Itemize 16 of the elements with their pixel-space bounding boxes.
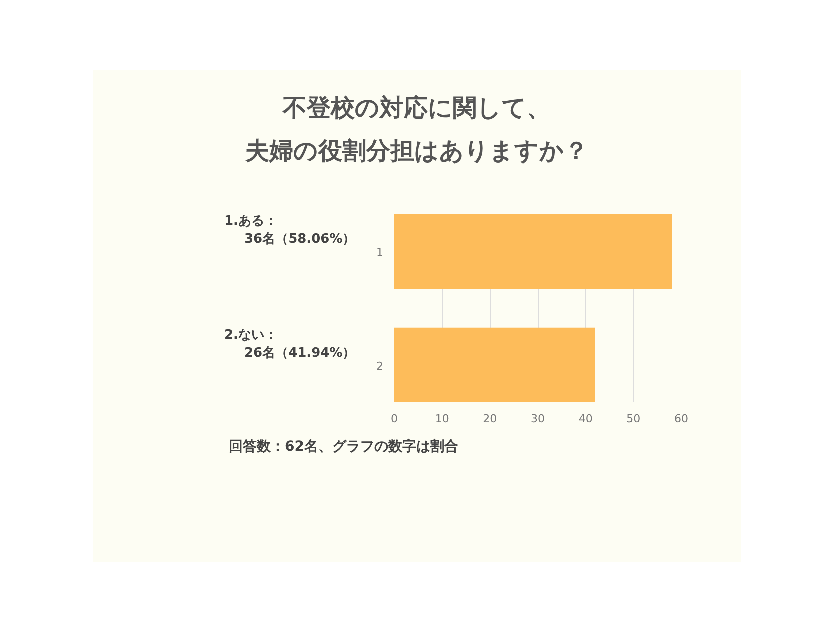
x-tick-label: 20 bbox=[483, 412, 498, 426]
x-tick-label: 40 bbox=[578, 412, 593, 426]
x-tick-label: 60 bbox=[674, 412, 688, 426]
x-tick-label: 10 bbox=[435, 412, 450, 426]
chart-title: 不登校の対応に関して、 bbox=[283, 94, 551, 122]
x-tick-label: 0 bbox=[391, 412, 398, 426]
y-tick-label: 2 bbox=[376, 360, 384, 373]
text: 回答数：62名、グラフの数字は割合 bbox=[229, 438, 458, 457]
text: 36名（58.06%） bbox=[244, 232, 356, 248]
x-tick-label: 50 bbox=[626, 412, 641, 426]
y-tick-label: 1 bbox=[376, 246, 384, 260]
x-tick-label: 30 bbox=[531, 412, 545, 426]
text: 26名（41.94%） bbox=[244, 346, 356, 362]
text: 1.ある： bbox=[224, 214, 278, 229]
text: 2.ない： bbox=[224, 328, 278, 343]
chart-subtitle: 夫婦の役割分担はありますか？ bbox=[246, 137, 588, 165]
